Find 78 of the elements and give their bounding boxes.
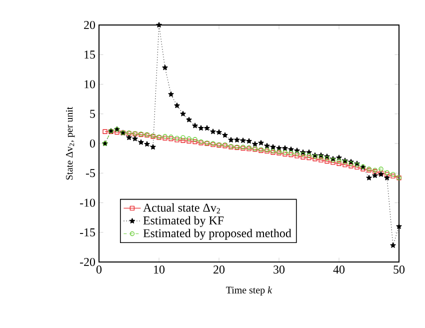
legend-label: Actual state Δv$_{2}$ bbox=[143, 203, 220, 214]
point bbox=[246, 138, 252, 144]
point bbox=[264, 142, 270, 148]
point bbox=[222, 132, 228, 138]
point bbox=[282, 145, 288, 151]
point bbox=[300, 154, 306, 160]
point bbox=[252, 141, 258, 147]
point bbox=[318, 154, 324, 160]
point bbox=[240, 138, 246, 143]
point bbox=[168, 91, 174, 97]
y-tick-label: 10 bbox=[84, 80, 96, 88]
point bbox=[186, 138, 192, 144]
legend-label: Estimated by KF bbox=[143, 216, 224, 227]
point bbox=[312, 156, 318, 162]
point bbox=[336, 158, 342, 164]
y-tick-label: 20 bbox=[84, 20, 96, 30]
x-tick-label: 10 bbox=[154, 266, 165, 274]
point bbox=[258, 140, 264, 146]
point bbox=[126, 134, 132, 140]
point bbox=[366, 174, 372, 180]
point bbox=[372, 172, 378, 178]
point bbox=[306, 153, 312, 158]
x-tick-label: 20 bbox=[214, 266, 225, 274]
point bbox=[390, 242, 396, 248]
y-tick-label: -20 bbox=[80, 258, 96, 266]
point bbox=[318, 158, 324, 162]
point bbox=[180, 135, 186, 140]
point bbox=[348, 164, 354, 168]
point bbox=[354, 164, 360, 170]
point bbox=[348, 161, 354, 166]
point bbox=[234, 137, 240, 142]
point bbox=[342, 162, 348, 168]
point bbox=[162, 64, 168, 70]
point bbox=[360, 166, 366, 172]
point bbox=[270, 144, 276, 150]
point bbox=[180, 110, 186, 116]
point bbox=[216, 129, 222, 135]
x-tick-label: 50 bbox=[394, 266, 405, 274]
point bbox=[324, 158, 330, 164]
point bbox=[150, 144, 156, 150]
point bbox=[330, 160, 336, 165]
point bbox=[300, 152, 306, 157]
point bbox=[384, 174, 390, 180]
point bbox=[396, 224, 402, 229]
point bbox=[192, 122, 198, 128]
point bbox=[198, 125, 204, 131]
point bbox=[144, 141, 150, 147]
point bbox=[228, 137, 234, 142]
point bbox=[102, 129, 108, 134]
y-tick-label: -10 bbox=[80, 198, 96, 207]
point bbox=[156, 22, 162, 28]
point bbox=[294, 154, 300, 158]
x-axis-title: Time step k bbox=[226, 286, 272, 296]
legend-label: Estimated by proposed method bbox=[143, 228, 292, 240]
point bbox=[294, 151, 300, 156]
x-tick-label: 30 bbox=[274, 266, 285, 274]
point bbox=[306, 155, 312, 160]
point bbox=[210, 128, 216, 134]
y-tick-label: -15 bbox=[80, 228, 96, 236]
y-tick-label: -5 bbox=[86, 169, 96, 178]
point bbox=[138, 139, 144, 145]
y-tick-label: 5 bbox=[90, 110, 96, 118]
point bbox=[114, 130, 120, 135]
point bbox=[204, 125, 210, 131]
point bbox=[192, 139, 198, 144]
point bbox=[192, 137, 198, 142]
point bbox=[186, 136, 192, 142]
point bbox=[186, 116, 192, 122]
y-axis-title: State Δv$_{2}$, per unit bbox=[66, 106, 75, 180]
y-tick-label: 15 bbox=[84, 50, 96, 59]
point bbox=[378, 166, 384, 172]
point bbox=[336, 161, 342, 166]
point bbox=[174, 102, 180, 108]
point bbox=[180, 138, 186, 143]
point bbox=[132, 136, 138, 142]
x-tick-label: 0 bbox=[96, 266, 102, 274]
x-tick-label: 40 bbox=[333, 266, 345, 274]
y-tick-label: 0 bbox=[90, 139, 96, 148]
